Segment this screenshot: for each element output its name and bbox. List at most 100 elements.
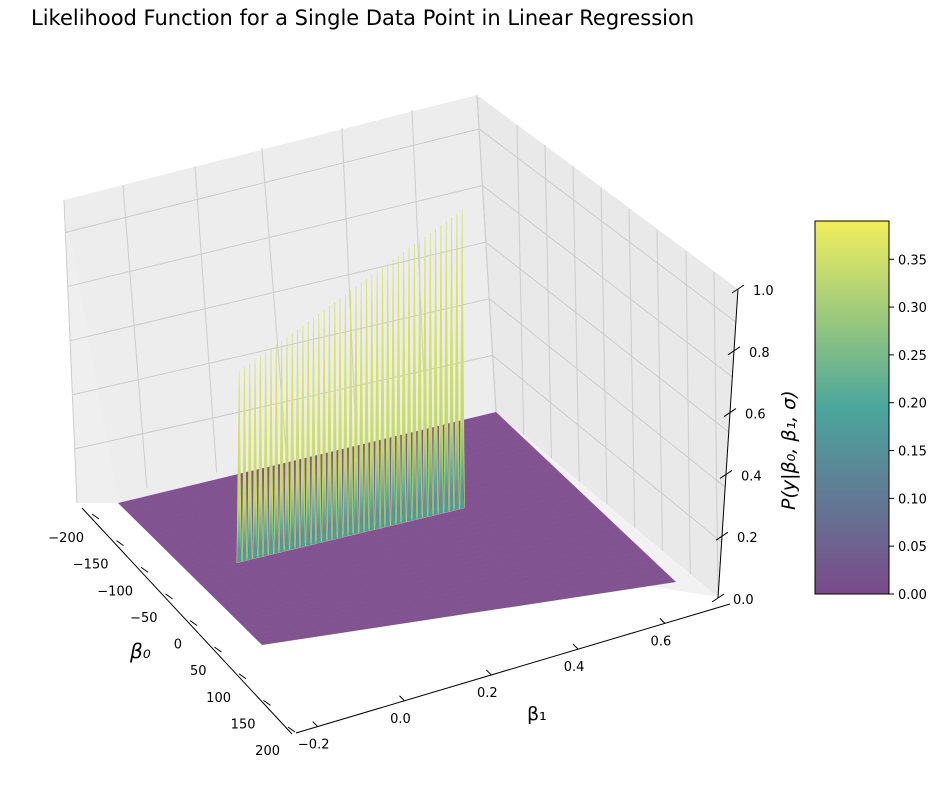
ridge-base-shade (300, 529, 306, 548)
likelihood-ridge (433, 228, 439, 516)
ridge-base-shade (258, 540, 263, 558)
likelihood-ridge (273, 344, 279, 555)
floor-mesh-line (372, 441, 542, 603)
pane-grid-line (476, 94, 497, 413)
pane-grid-line (544, 144, 552, 459)
ridge-base-shade (390, 503, 396, 526)
beta1-tick (572, 643, 579, 650)
beta1-tick-label: −0.2 (298, 738, 330, 753)
ridge-base-shade (337, 518, 343, 539)
ridge-base-shade (321, 523, 327, 543)
floor-mesh-line (155, 493, 304, 639)
pane-grid-line (656, 229, 663, 551)
z-axis-label: P(y|β₀, β₁, σ) (778, 390, 800, 510)
floor-mesh-line (458, 420, 635, 589)
ridge-base-shade (327, 521, 332, 541)
ridge-base-shade (252, 542, 258, 559)
ridge-base-shade (364, 511, 369, 533)
ridge-base-shade (359, 512, 364, 534)
z-tick (719, 469, 733, 479)
pane-grid-line (600, 186, 608, 505)
floor-mesh-line (202, 482, 356, 632)
colorbar-tick-label: 0.15 (898, 445, 927, 460)
z-axis-line (717, 288, 739, 599)
floor-mesh-line (174, 489, 325, 636)
ridge-base-shade (268, 537, 274, 556)
likelihood-ridge (448, 217, 455, 512)
beta0-tick (214, 646, 222, 653)
z-tick-label: 0.0 (733, 593, 754, 608)
beta0-tick (287, 726, 296, 733)
ridge-base-shade (353, 514, 359, 535)
pane-grid-line (67, 185, 733, 378)
beta0-tick (116, 540, 124, 547)
likelihood-ridge (247, 363, 253, 561)
ridge-base-shade (332, 520, 337, 540)
ridge-base-shade (396, 502, 401, 525)
ridge-base-shade (247, 543, 253, 561)
ridge-base-shade (428, 493, 433, 517)
colorbar-tick-label: 0.05 (898, 540, 927, 555)
chart-title: Likelihood Function for a Single Data Po… (31, 6, 695, 30)
floor-mesh-line (127, 500, 273, 644)
beta1-tick (485, 669, 492, 676)
beta0-tick (263, 699, 271, 706)
ridge-base-shade (401, 500, 407, 524)
ridge-base-shade (449, 487, 454, 512)
likelihood-ridge (385, 263, 391, 528)
pane-grid-line (713, 271, 719, 598)
beta0-tick (91, 513, 100, 520)
beta1-tick-label: 0.4 (564, 660, 585, 675)
floor-mesh-line (325, 452, 490, 611)
floor-mesh-line (420, 430, 594, 595)
pane-grid-line (194, 165, 218, 473)
pane-grid-line (572, 165, 580, 482)
likelihood-ridge (369, 275, 375, 532)
beta0-tick-label: −200 (48, 531, 84, 546)
ridge-base-shade (279, 535, 284, 553)
ridge-base-shade (385, 505, 391, 527)
beta0-tick-label: 50 (190, 664, 207, 679)
z-tick (731, 284, 745, 294)
beta0-tick-label: 0 (174, 638, 182, 653)
ridge-base-shade (284, 533, 290, 552)
likelihood-ridge (241, 367, 248, 562)
ridge-base-shade (289, 532, 295, 550)
z-tick (723, 408, 737, 418)
z-tick-label: 1.0 (753, 284, 774, 299)
beta1-tick (399, 695, 405, 702)
pane-grid-line (628, 208, 636, 528)
z-tick (711, 593, 725, 603)
likelihood-ridge (379, 267, 386, 529)
beta1-tick (312, 721, 319, 727)
floor-mesh-line (439, 425, 615, 592)
ridge-base-shade (438, 490, 444, 515)
ridge-base-shade (433, 491, 438, 516)
ridge-base-shade (412, 497, 417, 521)
floor-mesh-line (146, 495, 294, 641)
likelihood-ridge (279, 340, 285, 553)
pane-grid-line (65, 128, 737, 323)
beta0-tick-label: −100 (97, 584, 133, 599)
z-tick-label: 0.2 (737, 531, 758, 546)
colorbar-tick-label: 0.00 (898, 588, 927, 603)
ridge-base-shade (406, 499, 412, 522)
ridge-base-shade (316, 524, 322, 544)
beta0-tick-label: 200 (255, 744, 280, 759)
ridge-base-shade (295, 530, 300, 549)
pane-grid-line (69, 241, 730, 433)
ridge-base-shade (454, 486, 460, 511)
ridge-base-shade (417, 496, 422, 520)
beta0-tick-label: 150 (231, 717, 256, 732)
ridge-base-shade (305, 527, 311, 547)
beta1-axis-label: β₁ (527, 703, 547, 725)
likelihood-ridge (284, 336, 290, 552)
likelihood-ridge (337, 298, 343, 539)
beta1-tick-label: 0.0 (390, 712, 411, 727)
ridge-base-shade (311, 526, 316, 545)
likelihood-ridge (438, 225, 444, 515)
colorbar-tick-label: 0.30 (898, 301, 927, 316)
beta1-tick (659, 617, 666, 624)
beta0-tick (165, 593, 173, 600)
